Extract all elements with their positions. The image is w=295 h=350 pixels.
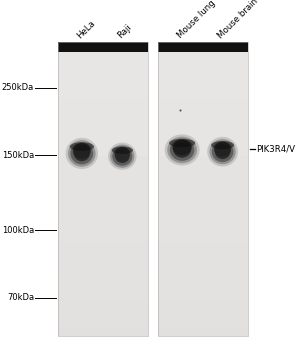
Ellipse shape (173, 142, 191, 158)
Ellipse shape (71, 142, 93, 164)
Bar (158, 42, 248, 52)
Ellipse shape (112, 147, 132, 166)
Bar (58, 42, 148, 336)
Bar (158, 42, 248, 336)
Ellipse shape (68, 140, 96, 167)
Ellipse shape (211, 141, 234, 149)
Ellipse shape (70, 142, 94, 151)
Bar (58, 42, 148, 336)
Ellipse shape (169, 139, 195, 147)
Text: Raji: Raji (116, 23, 133, 40)
Ellipse shape (215, 144, 230, 159)
Bar (58, 42, 148, 52)
Ellipse shape (207, 137, 238, 167)
Ellipse shape (212, 141, 233, 162)
Ellipse shape (108, 142, 137, 170)
Text: Mouse brain: Mouse brain (216, 0, 260, 40)
Ellipse shape (114, 147, 130, 161)
Text: Mouse lung: Mouse lung (176, 0, 217, 40)
Ellipse shape (73, 143, 91, 159)
Text: 70kDa: 70kDa (7, 293, 34, 302)
Text: HeLa: HeLa (76, 19, 97, 40)
Ellipse shape (173, 140, 192, 155)
Text: 250kDa: 250kDa (2, 83, 34, 92)
Text: 150kDa: 150kDa (2, 151, 34, 160)
Text: 100kDa: 100kDa (2, 226, 34, 234)
Ellipse shape (74, 146, 90, 161)
Ellipse shape (167, 136, 197, 163)
Bar (158, 42, 248, 336)
Ellipse shape (209, 139, 236, 164)
Text: PIK3R4/VPS15: PIK3R4/VPS15 (256, 145, 295, 154)
Ellipse shape (115, 149, 130, 163)
Ellipse shape (65, 138, 98, 169)
Ellipse shape (214, 142, 231, 157)
Ellipse shape (110, 145, 135, 168)
Ellipse shape (165, 134, 200, 166)
Ellipse shape (112, 146, 133, 154)
Ellipse shape (170, 139, 194, 161)
